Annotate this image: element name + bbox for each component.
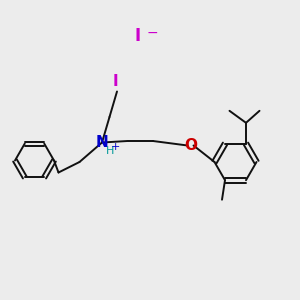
Text: −: − <box>147 26 158 39</box>
Text: N: N <box>96 135 108 150</box>
Text: O: O <box>184 138 197 153</box>
Text: I: I <box>135 27 141 45</box>
Text: +: + <box>111 142 121 152</box>
Text: H: H <box>106 146 115 156</box>
Text: I: I <box>113 74 118 88</box>
